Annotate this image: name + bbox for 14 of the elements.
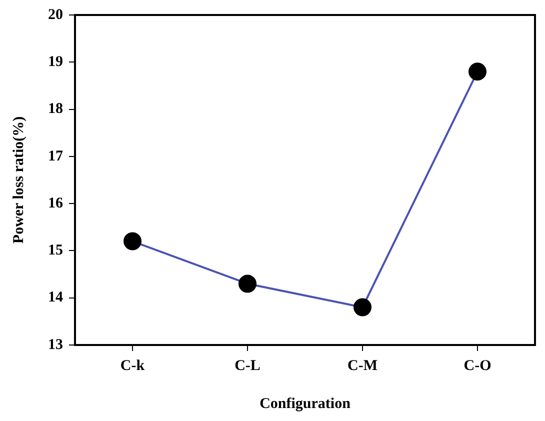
x-tick-label: C-L — [234, 358, 260, 374]
x-axis-title: Configuration — [260, 396, 352, 412]
y-tick-label: 14 — [48, 290, 64, 306]
y-tick-label: 20 — [48, 6, 63, 23]
x-tick-label: C-O — [464, 358, 492, 374]
y-tick-label: 17 — [48, 148, 64, 164]
x-tick-label: C-k — [120, 358, 146, 374]
x-tick-label: C-M — [348, 358, 378, 374]
y-tick-label: 18 — [48, 101, 63, 118]
y-tick-label: 16 — [48, 195, 64, 212]
y-axis-title: Power loss ratio(%) — [10, 116, 27, 244]
y-tick-label: 13 — [48, 336, 63, 353]
y-tick-label: 19 — [48, 54, 63, 70]
y-tick-label: 15 — [48, 242, 63, 259]
